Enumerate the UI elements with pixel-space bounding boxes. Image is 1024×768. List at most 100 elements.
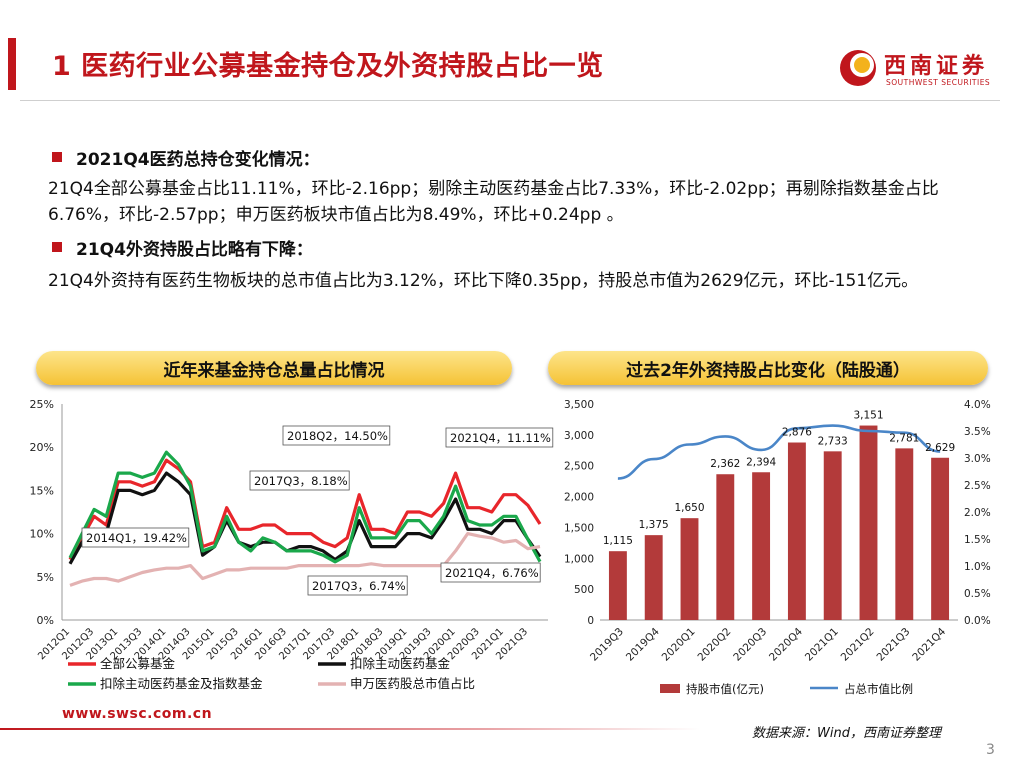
x-tick-label: 2019Q3 <box>588 626 626 664</box>
footer-divider <box>0 728 700 730</box>
left-y-tick-label: 500 <box>574 584 594 596</box>
right-y-tick-label: 1.5% <box>964 534 991 546</box>
section2-text: 21Q4外资持有医药生物板块的总市值占比为3.12%，环比下降0.35pp，持股… <box>48 271 919 291</box>
annotation-border <box>307 575 408 596</box>
left-y-tick-label: 0 <box>587 615 594 627</box>
left-y-tick-label: 1,500 <box>564 522 594 534</box>
bar <box>644 535 663 620</box>
bar <box>608 551 627 620</box>
company-logo: 西南证券 SOUTHWEST SECURITIES <box>838 46 998 92</box>
annotation-border <box>282 425 391 446</box>
right-y-tick-label: 0.5% <box>964 588 991 600</box>
bar <box>787 442 806 620</box>
fund-holdings-line-chart: 0%5%10%15%20%25%2012Q12012Q32013Q12013Q3… <box>30 398 554 691</box>
left-y-tick-label: 2,000 <box>564 492 594 504</box>
y-tick-label: 20% <box>30 441 54 454</box>
bar <box>680 518 699 620</box>
x-tick-label: 2021Q1 <box>803 626 841 664</box>
series-line <box>68 458 542 561</box>
bar-data-label: 1,650 <box>674 502 704 514</box>
y-tick-label: 25% <box>30 398 54 411</box>
y-tick-label: 10% <box>30 528 54 541</box>
bar-data-label: 2,733 <box>818 435 848 447</box>
bar-data-label: 2,629 <box>925 442 955 454</box>
annotation-border <box>81 527 190 548</box>
x-tick-label: 2019Q4 <box>624 625 662 663</box>
x-tick-label: 2020Q1 <box>660 626 698 664</box>
bar-data-label: 3,151 <box>853 410 883 422</box>
bar-data-label: 1,115 <box>603 535 633 547</box>
legend-label: 持股市值(亿元) <box>686 682 764 696</box>
annotation-box: 2021Q4，6.76% <box>440 562 541 583</box>
right-y-tick-label: 2.5% <box>964 480 991 492</box>
y-tick-label: 5% <box>37 571 54 584</box>
x-tick-label: 2020Q3 <box>731 626 769 664</box>
y-tick-label: 0% <box>37 614 54 627</box>
foreign-holdings-bar-chart: 0 500 1,000 1,500 2,000 2,500 3,000 3,500 0.0% 0.… <box>564 399 991 696</box>
right-y-tick-label: 1.0% <box>964 561 991 573</box>
bar <box>859 425 878 620</box>
legend-label: 全部公募基金 <box>100 656 176 671</box>
series-line <box>68 471 542 565</box>
annotation-border <box>445 427 554 448</box>
x-tick-label: 2020Q4 <box>767 625 805 663</box>
series-line <box>69 532 541 587</box>
legend-label: 扣除主动医药基金及指数基金 <box>100 676 263 691</box>
bar <box>716 474 735 620</box>
legend-label: 占总市值比例 <box>844 682 913 696</box>
series-line <box>68 450 542 564</box>
annotation-label: 2021Q4，11.11% <box>450 431 551 445</box>
title-accent-bar <box>8 38 16 90</box>
annotation-border <box>249 470 350 491</box>
annotation-label: 2018Q2，14.50% <box>287 429 388 443</box>
annotation-label: 2017Q3，6.74% <box>312 579 406 593</box>
annotation-label: 2017Q3，8.18% <box>254 474 348 488</box>
right-y-tick-label: 3.0% <box>964 453 991 465</box>
annotation-border <box>440 562 541 583</box>
annotation-box: 2017Q3，6.74% <box>307 575 408 596</box>
ratio-line <box>617 424 941 480</box>
logo-emblem-icon <box>840 50 876 86</box>
bar <box>752 472 771 620</box>
x-tick-label: 2021Q3 <box>874 626 912 664</box>
annotation-box: 2021Q4，11.11% <box>445 427 554 448</box>
section2-heading: 21Q4外资持股占比略有下降： <box>76 240 313 260</box>
bar-data-label: 2,876 <box>782 427 812 439</box>
left-chart-title: 近年来基金持仓总量占比情况 <box>36 351 512 385</box>
bar <box>823 451 842 620</box>
left-y-tick-label: 2,500 <box>564 461 594 473</box>
legend-swatch-bar <box>660 684 680 693</box>
annotation-box: 2018Q2，14.50% <box>282 425 391 446</box>
bar-data-label: 2,362 <box>710 458 740 470</box>
annotation-box: 2014Q1，19.42% <box>81 527 190 548</box>
page-title: 1 医药行业公募基金持仓及外资持股占比一览 <box>52 51 604 82</box>
annotation-label: 2021Q4，6.76% <box>445 566 539 580</box>
bar <box>895 448 914 620</box>
annotation-label: 2014Q1，19.42% <box>86 531 187 545</box>
right-y-tick-label: 0.0% <box>964 615 991 627</box>
right-y-tick-label: 4.0% <box>964 399 991 411</box>
data-source-note: 数据来源：Wind，西南证券整理 <box>752 726 941 741</box>
left-y-tick-label: 3,500 <box>564 399 594 411</box>
bar <box>931 457 950 620</box>
bullet-square-icon <box>52 152 62 162</box>
y-tick-label: 15% <box>30 484 54 497</box>
section1-text: 21Q4全部公募基金占比11.11%，环比-2.16pp；剔除主动医药基金占比7… <box>48 179 939 225</box>
logo-text-cn: 西南证券 <box>884 53 989 79</box>
legend-label: 申万医药股总市值占比 <box>350 676 475 691</box>
bullet-square-icon <box>52 242 62 252</box>
bar-data-label: 1,375 <box>639 519 669 531</box>
right-chart-title: 过去2年外资持股占比变化（陆股通） <box>548 351 988 385</box>
legend-label: 扣除主动医药基金 <box>350 656 451 671</box>
right-y-tick-label: 3.5% <box>964 426 991 438</box>
left-y-tick-label: 3,000 <box>564 430 594 442</box>
page-number: 3 <box>986 742 995 758</box>
x-tick-label: 2021Q2 <box>839 626 877 664</box>
right-y-tick-label: 2.0% <box>964 507 991 519</box>
header-divider <box>20 100 1000 101</box>
x-tick-label: 2020Q2 <box>695 626 733 664</box>
section1-heading: 2021Q4医药总持仓变化情况： <box>76 150 320 170</box>
bar-data-label: 2,781 <box>889 432 919 444</box>
bar-data-label: 2,394 <box>746 456 776 468</box>
website-url[interactable]: www.swsc.com.cn <box>62 706 213 722</box>
